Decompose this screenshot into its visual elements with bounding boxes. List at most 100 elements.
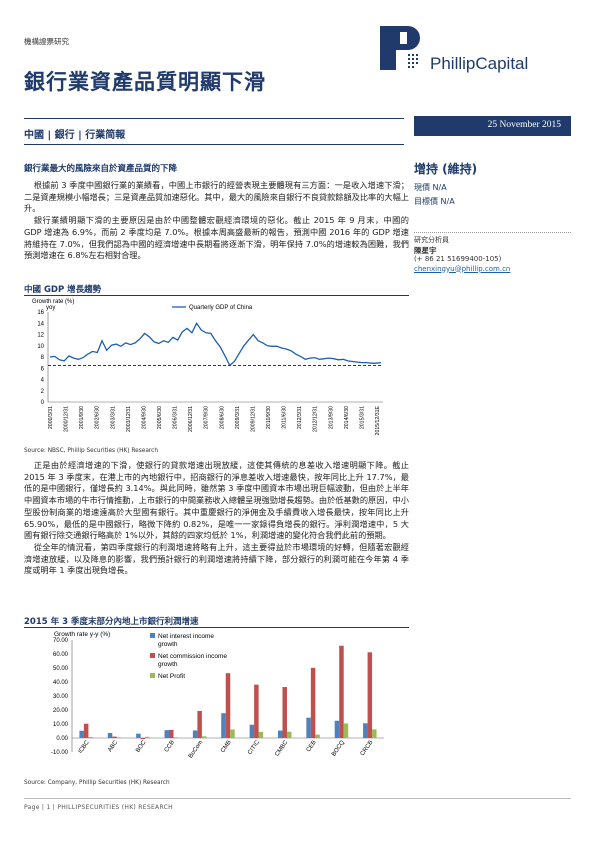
bar: [367, 652, 373, 738]
header-rule-bottom: [24, 144, 404, 145]
x-tick-label: 2006/3/31: [173, 406, 179, 429]
legend-label: growth: [158, 641, 178, 648]
x-tick-label: 2015/12/31E: [375, 405, 381, 435]
chart1-title-rule: [24, 295, 409, 296]
chart1-source: Source: NBSC, Phillip Securities (HK) Re…: [24, 448, 158, 454]
chart1-title: 中國 GDP 增長趨勢: [24, 285, 102, 295]
legend-label: Net interest income: [158, 633, 214, 640]
x-tick-label: 2012/12/31: [313, 406, 319, 432]
bar: [372, 729, 377, 738]
y-tick-label: 60.00: [53, 652, 69, 658]
page-title: 銀行業資產品質明顯下滑: [24, 70, 266, 94]
analyst-phone: (+ 86 21 51699400-105): [414, 255, 502, 263]
page-footer: Page | 1 | PHILLIPSECURITIES (HK) RESEAR…: [24, 804, 173, 811]
chart2-title-rule: [24, 627, 409, 628]
rating: 增持 (維持): [414, 162, 478, 176]
bar: [286, 731, 292, 738]
bar: [334, 720, 340, 738]
x-tick-label: BoCom: [188, 740, 204, 760]
gdp-line-chart: Growth rate (%)yoy 0 2 4 6 8 10 12 14 16 Quarterly…: [32, 299, 383, 435]
bar: [145, 736, 150, 738]
x-tick-label: 2000/12/31: [64, 406, 70, 432]
x-tick-label: 2015/3/31: [359, 406, 365, 429]
analyst-name: 陳星宇: [414, 245, 437, 255]
legend-swatch: [150, 673, 155, 678]
analyst-label: 研究分析員: [414, 236, 449, 244]
report-category: 機構證票研究: [24, 37, 69, 46]
paragraph-2: 銀行業績明顯下滑的主要原因是由於中國整體宏觀經濟環境的惡化。截止 2015 年 …: [24, 215, 409, 261]
x-tick-label: 2001/9/30: [79, 406, 85, 429]
breadcrumb: 中國 | 銀行 | 行業简報: [24, 130, 126, 141]
logo-text: PhillipCapital: [430, 54, 529, 73]
bar: [315, 734, 320, 738]
bar: [112, 736, 117, 738]
x-tick-label: 2012/3/31: [297, 406, 303, 429]
legend-label: Quarterly GDP of China: [189, 305, 253, 311]
x-tick-label: BOCQ: [331, 739, 346, 757]
y-tick-label: 6: [41, 366, 45, 372]
x-tick-label: CEB: [306, 740, 318, 754]
y-axis-label: Growth rate (%): [32, 299, 74, 305]
x-tick-label: ICBC: [78, 739, 92, 755]
y-tick-label: 70.00: [53, 638, 69, 644]
x-tick-label: 2000/3/31: [48, 406, 54, 429]
chart2-title: 2015 年 3 季度末部分內地上市銀行利潤增速: [24, 617, 199, 627]
bar: [254, 684, 259, 738]
legend-label: Net commission income: [158, 653, 227, 660]
y-tick-label: 0: [41, 400, 45, 406]
y-tick-label: 10.00: [53, 722, 69, 728]
bar: [107, 732, 113, 738]
y-tick-label: 12: [37, 333, 44, 339]
legend-label: Net Profit: [158, 673, 185, 680]
bar: [140, 738, 146, 740]
x-tick-label: ABC: [107, 739, 119, 753]
x-tick-label: 2008/6/30: [219, 406, 225, 429]
x-tick-label: BOC: [135, 739, 148, 754]
bar: [339, 645, 344, 738]
y-tick-label: 20.00: [53, 708, 69, 714]
bar: [221, 713, 226, 738]
bar: [83, 723, 89, 738]
bank-growth-bar-chart: Growth rate y-y (%) -10.00 0.00 10.00 20.00 3…: [51, 631, 384, 760]
y-tick-label: 2: [41, 389, 45, 395]
phillip-logo: [378, 22, 420, 72]
x-tick-label: 2005/6/30: [157, 406, 163, 429]
y-tick-label: 16: [37, 310, 44, 316]
x-tick-label: CITIC: [247, 739, 261, 756]
header-rule-top: [24, 118, 404, 119]
y-axis-label-sub: yoy: [46, 305, 55, 311]
y-tick-label: 4: [41, 378, 45, 384]
y-axis-label: Growth rate y-y (%): [54, 631, 110, 638]
bar: [310, 667, 316, 738]
section-heading: 銀行業最大的風險來自於資產品質的下降: [24, 164, 178, 174]
analyst-email[interactable]: chenxingyu@phillip.com.cn: [414, 264, 511, 273]
x-tick-label: CMB: [220, 740, 233, 754]
gdp-series-line: [49, 322, 382, 367]
x-tick-label: CCB: [164, 740, 176, 754]
bar: [197, 710, 202, 738]
chart2-source: Source: Company, Phillip Securities (HK)…: [24, 780, 170, 786]
bar: [225, 673, 231, 738]
bar: [116, 737, 122, 738]
x-tick-label: 2003/12/31: [126, 406, 132, 432]
paragraph-3: 正是由於經濟增速的下滑，使銀行的貸款增速出現放緩，這使其傳統的息差收入增速明顯下…: [24, 460, 409, 541]
bar: [249, 724, 255, 738]
y-tick-label: 14: [37, 321, 44, 327]
bar: [88, 737, 93, 738]
x-tick-label: 2003/3/31: [110, 406, 116, 429]
bar: [164, 730, 170, 738]
body-text-top: 根據前 3 季度中國銀行業的業績看，中國上市銀行的經營表現主要體現有三方面：一是…: [24, 180, 409, 262]
bar: [306, 717, 311, 738]
paragraph-4: 從全年的情況看，第四季度銀行的利潤增速將略有上升，這主要得益於市場環境的好轉，但…: [24, 541, 409, 576]
x-tick-label: 2014/6/30: [344, 406, 350, 429]
bar: [192, 730, 198, 738]
bar: [169, 729, 174, 738]
x-tick-label: 2011/6/30: [282, 406, 288, 429]
x-tick-label: 2010/9/30: [266, 406, 272, 429]
x-tick-label: CRCB: [360, 740, 375, 757]
bar: [136, 733, 141, 738]
y-tick-label: 40.00: [53, 680, 69, 686]
y-tick-label: 30.00: [53, 694, 69, 700]
y-tick-label: 10: [37, 344, 44, 350]
bar: [282, 687, 287, 738]
